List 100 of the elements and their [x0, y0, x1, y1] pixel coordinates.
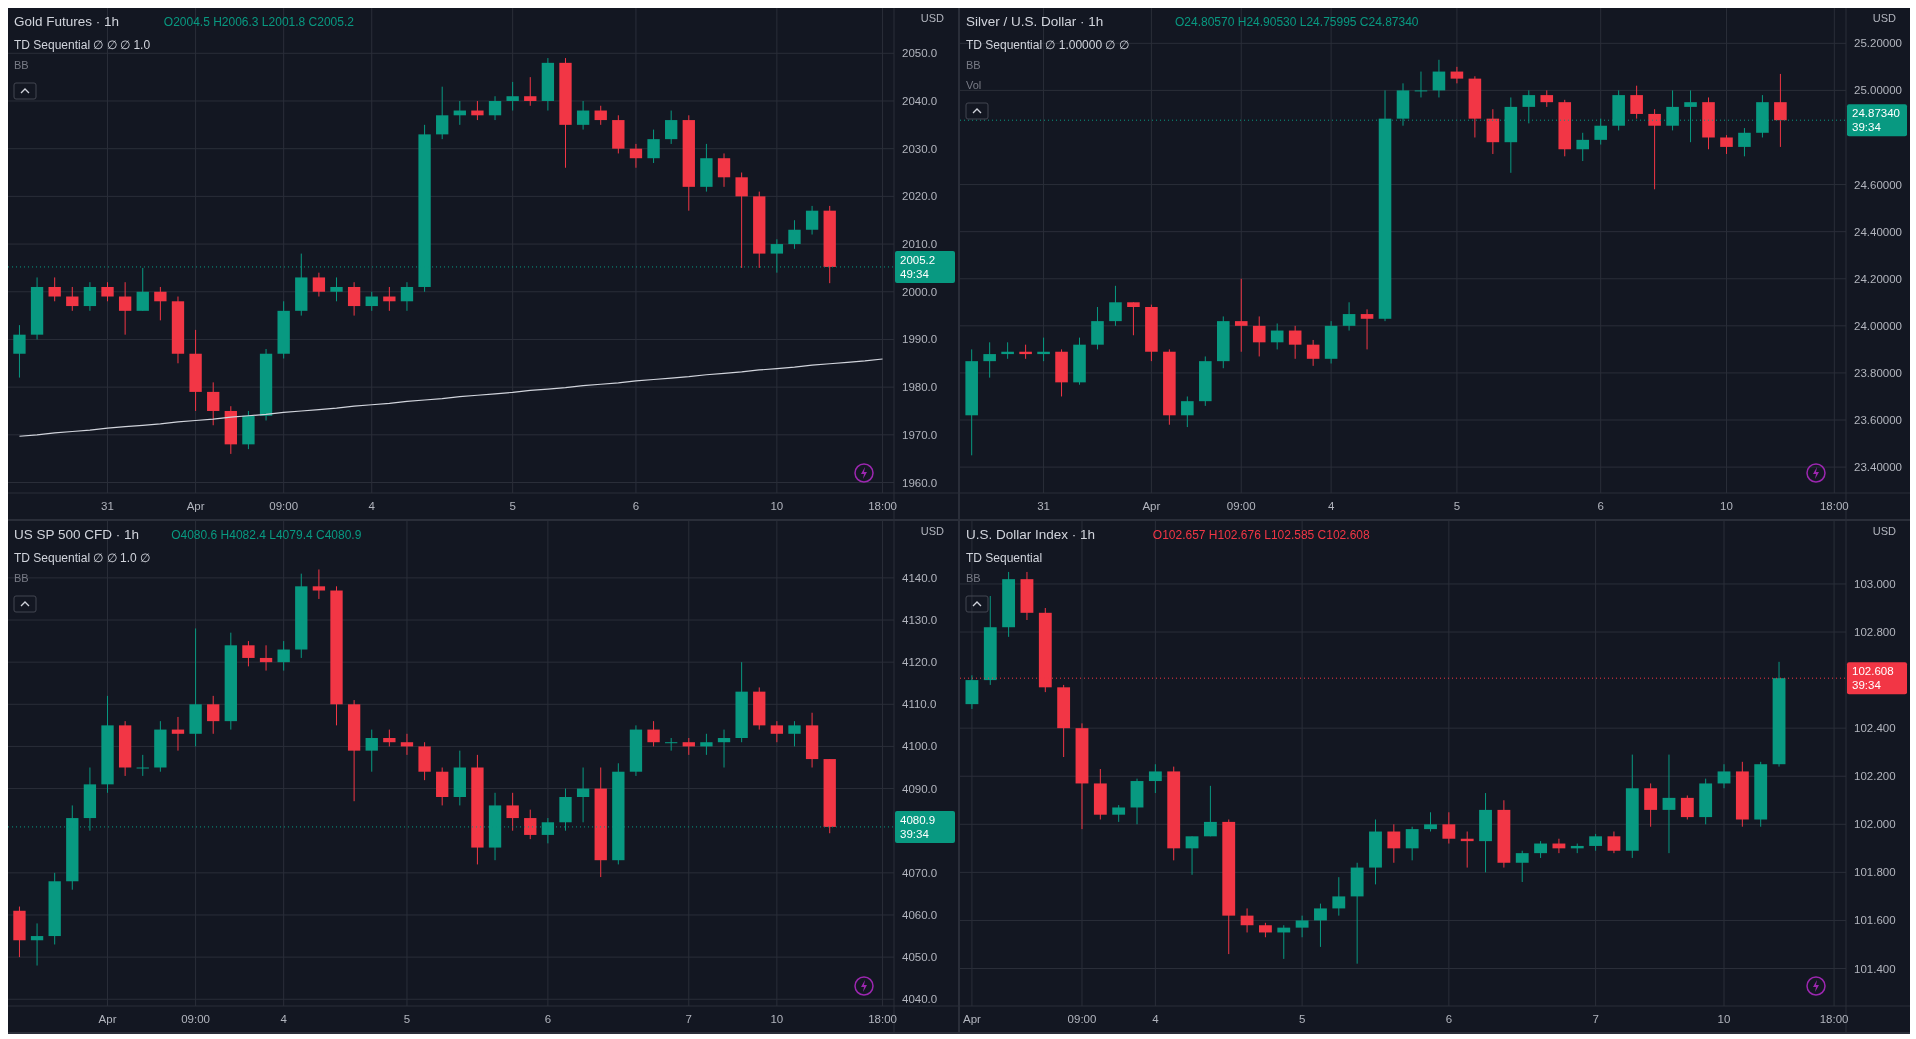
candlestick — [136, 754, 149, 777]
annotation: Vol — [966, 79, 982, 91]
x-tick-label: 7 — [685, 1013, 692, 1025]
candlestick — [1607, 831, 1621, 854]
ref-line-label: 4080.9 39:34 — [900, 813, 936, 840]
candlestick — [1680, 794, 1694, 820]
x-tick-label: 4 — [1152, 1013, 1160, 1025]
candlestick — [1127, 301, 1140, 336]
candlestick — [1360, 308, 1374, 350]
candlestick — [1148, 763, 1162, 794]
x-tick-label: 6 — [544, 1013, 552, 1025]
y-tick-label: 2040.0 — [902, 95, 938, 108]
ref-line-label: 102.608 39:34 — [1852, 665, 1894, 692]
candlestick — [1717, 763, 1731, 789]
candlestick — [312, 568, 326, 600]
x-tick-label: Apr — [186, 500, 205, 512]
x-tick-label: 5 — [1453, 500, 1461, 512]
x-tick-label: Apr — [962, 1013, 982, 1025]
candlestick — [66, 286, 79, 312]
y-tick-label: 23.80000 — [1854, 366, 1902, 379]
candlestick — [154, 286, 167, 321]
x-tick-label: 18:00 — [1819, 500, 1849, 512]
candlestick — [1332, 876, 1346, 917]
line-series — [18, 358, 884, 437]
y-tick-label: 102.800 — [1854, 626, 1896, 639]
candlestick — [1515, 850, 1529, 883]
candlestick — [717, 152, 731, 188]
y-tick-label: 23.40000 — [1854, 461, 1902, 474]
y-tick-label: 4100.0 — [902, 740, 938, 753]
candlestick — [30, 922, 44, 967]
y-axis-title: USD — [920, 525, 945, 537]
x-tick-label: 4 — [368, 500, 376, 512]
candlestick — [665, 110, 678, 145]
candlestick — [312, 272, 326, 298]
text: Gold Futures · 1h — [14, 14, 120, 29]
candlestick — [1432, 59, 1446, 98]
y-tick-label: 103.000 — [1854, 577, 1896, 590]
y-tick-label: 24.00000 — [1854, 319, 1902, 332]
y-tick-label: 24.40000 — [1854, 225, 1902, 238]
candlestick — [436, 86, 449, 140]
candlestick — [1405, 826, 1419, 861]
x-tick-label: 10 — [770, 500, 784, 512]
y-tick-label: 4090.0 — [902, 782, 938, 795]
candlestick — [1450, 66, 1464, 84]
y-tick-label: 4070.0 — [902, 866, 938, 879]
candlestick — [788, 720, 801, 747]
y-tick-label: 1980.0 — [902, 381, 938, 394]
candlestick — [347, 281, 361, 317]
candlestick — [629, 143, 643, 169]
x-tick-label: 5 — [1298, 1013, 1306, 1025]
x-tick-label: 6 — [1597, 500, 1604, 512]
candlestick — [665, 737, 678, 752]
candlestick — [1342, 301, 1356, 332]
candlestick — [1252, 315, 1266, 357]
candlestick — [400, 733, 414, 756]
y-tick-label: 1970.0 — [902, 428, 938, 441]
y-tick-label: 102.000 — [1854, 818, 1896, 831]
annotation: BB — [14, 572, 29, 584]
y-tick-label: 25.00000 — [1854, 84, 1902, 97]
candlestick — [488, 95, 502, 121]
y-tick-label: 4110.0 — [902, 698, 937, 711]
y-tick-label: 2030.0 — [902, 142, 938, 155]
candlestick — [594, 105, 607, 126]
x-tick-label: 10 — [770, 1013, 784, 1025]
candlestick — [1288, 325, 1302, 360]
annotation: BB — [14, 59, 29, 71]
candlestick — [136, 267, 149, 312]
y-tick-label: 102.400 — [1854, 722, 1896, 735]
y-tick-label: 1990.0 — [902, 333, 938, 346]
candlestick — [1203, 785, 1217, 837]
candlestick — [717, 729, 731, 768]
ref-line-label: 24.87340 39:34 — [1852, 107, 1900, 134]
x-tick-label: 6 — [1445, 1013, 1453, 1025]
x-tick-label: Apr — [98, 1013, 117, 1025]
candlestick — [770, 720, 784, 743]
y-axis-title: USD — [1872, 525, 1897, 537]
candlestick — [1630, 85, 1643, 120]
x-tick-label: 7 — [1592, 1013, 1599, 1025]
candlestick — [1720, 134, 1733, 155]
annotation: TD Sequential — [966, 551, 1043, 565]
x-tick-label: 5 — [509, 500, 516, 512]
candlestick — [1091, 306, 1104, 350]
annotation: BB — [966, 59, 981, 71]
candlestick — [1109, 285, 1122, 327]
candlestick — [259, 644, 273, 672]
candlestick — [330, 276, 343, 302]
candlestick — [1424, 811, 1437, 833]
x-tick-label: 18:00 — [1819, 1013, 1849, 1025]
x-tick-label: 31 — [101, 500, 114, 512]
annotation: BB — [966, 572, 981, 584]
x-tick-label: 18:00 — [868, 500, 897, 512]
candlestick — [1662, 754, 1676, 854]
candlestick — [13, 324, 26, 379]
y-tick-label: 2050.0 — [902, 47, 938, 60]
candlestick — [1306, 339, 1320, 367]
annotation: TD Sequential ∅ ∅ 1.0 ∅ — [14, 551, 151, 565]
candlestick — [118, 281, 132, 336]
candlestick — [700, 733, 713, 756]
annotation: TD Sequential ∅ 1.00000 ∅ ∅ — [966, 38, 1129, 52]
y-tick-label: 1960.0 — [902, 476, 938, 489]
